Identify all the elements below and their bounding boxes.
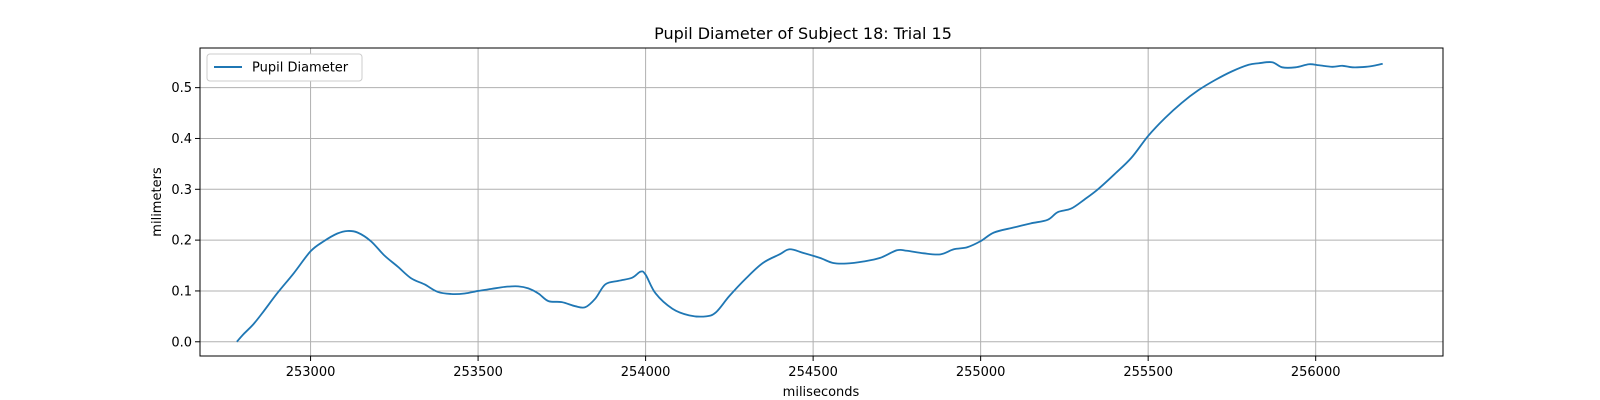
- x-tick-label: 255000: [956, 365, 1006, 380]
- plot-frame: [199, 47, 1444, 357]
- x-tick-label: 254000: [621, 365, 671, 380]
- chart-title: Pupil Diameter of Subject 18: Trial 15: [654, 24, 952, 43]
- x-tick-label: 254500: [788, 365, 838, 380]
- y-tick-label: 0.2: [171, 234, 192, 249]
- x-tick-label: 253500: [453, 365, 503, 380]
- y-tick-label: 0.3: [171, 183, 192, 198]
- y-axis-label: milimeters: [150, 167, 165, 237]
- y-tick-label: 0.5: [171, 81, 192, 96]
- series-line-pupil-diameter: [236, 61, 1383, 343]
- x-tick-label: 255500: [1123, 365, 1173, 380]
- x-axis-label: miliseconds: [783, 385, 860, 400]
- legend: Pupil Diameter: [206, 53, 363, 82]
- legend-box: [206, 53, 363, 82]
- x-axis: 253000 253500 254000 254500 255000 255500 2560…: [286, 356, 1341, 380]
- y-tick-label: 0.4: [171, 132, 192, 147]
- y-axis: 0.0 0.1 0.2 0.3 0.4 0.5: [171, 81, 200, 350]
- legend-label: Pupil Diameter: [252, 61, 349, 76]
- y-tick-label: 0.1: [171, 284, 192, 299]
- y-tick-label: 0.0: [171, 335, 192, 350]
- x-tick-label: 256000: [1291, 365, 1341, 380]
- series-layer: [236, 61, 1383, 343]
- grid: [200, 48, 1443, 356]
- x-tick-label: 253000: [286, 365, 336, 380]
